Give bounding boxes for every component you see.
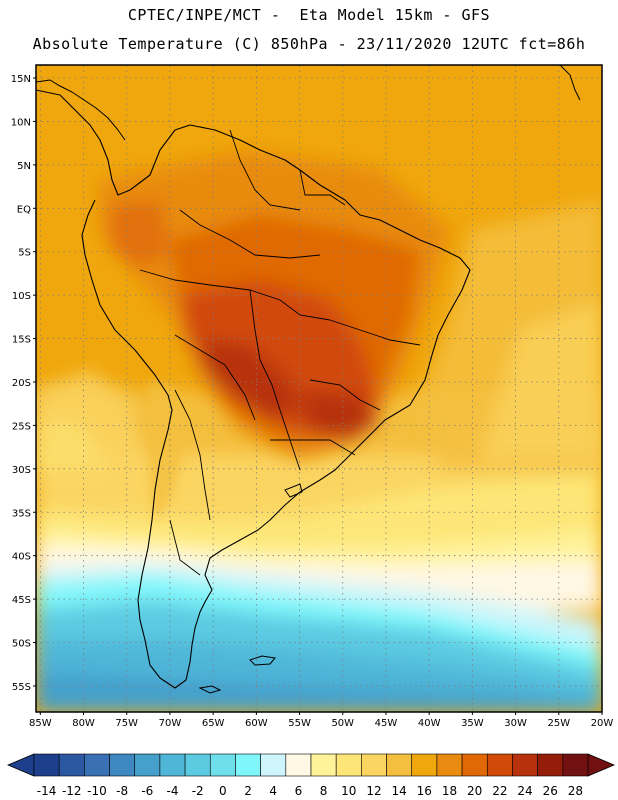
longitude-label: 55W: [288, 718, 311, 729]
colorbar-swatch: [386, 753, 413, 777]
latitude-label: 10N: [11, 117, 31, 128]
colorbar-swatch: [84, 753, 110, 777]
latitude-label: 50S: [12, 639, 31, 650]
latitude-labels: 15N 10N 5N EQ 5S 10S 15S 20S 25S 30S 35S 40S 45S 50S 5…: [11, 74, 36, 693]
longitude-label: 35W: [461, 718, 484, 729]
title-line-1: CPTEC/INPE/MCT - Eta Model 15km - GFS: [127, 6, 491, 24]
longitude-label: 40W: [418, 718, 441, 729]
latitude-label: 5S: [18, 248, 31, 259]
longitude-label: 25W: [547, 718, 570, 729]
longitude-label: 80W: [72, 718, 95, 729]
colorbar-label: 16: [417, 784, 432, 798]
colorbar-swatch: [159, 753, 186, 777]
colorbar-swatch: [486, 753, 513, 777]
colorbar-swatch: [461, 753, 488, 777]
colorbar-swatch: [361, 753, 387, 777]
latitude-label: EQ: [17, 204, 31, 215]
colorbar-label: 8: [320, 784, 328, 798]
longitude-label: 20W: [591, 718, 614, 729]
colorbar-label: -2: [192, 784, 204, 798]
colorbar-max-arrow: [587, 753, 616, 777]
colorbar-label: 0: [219, 784, 227, 798]
latitude-label: 15S: [12, 335, 31, 346]
colorbar-swatch: [411, 753, 438, 777]
latitude-label: 55S: [12, 682, 31, 693]
colorbar-swatch: [58, 753, 85, 777]
colorbar-swatch: [537, 753, 564, 777]
longitude-labels: 85W 80W 75W 70W 65W 60W 55W 50W 45W 40W 35W 30W 25W 2…: [29, 712, 613, 729]
colorbar-swatch: [209, 753, 236, 777]
longitude-label: 75W: [115, 718, 138, 729]
colorbar-label: -12: [62, 784, 82, 798]
colorbar-label: -4: [167, 784, 179, 798]
title-line-2: Absolute Temperature (C) 850hPa - 23/11/…: [32, 35, 586, 53]
latitude-label: 40S: [12, 552, 31, 563]
colorbar-swatch: [235, 753, 261, 777]
colorbar-swatch: [109, 753, 136, 777]
longitude-label: 85W: [29, 718, 52, 729]
longitude-label: 30W: [504, 718, 527, 729]
colorbar-label: 28: [568, 784, 583, 798]
colorbar-label: 12: [366, 784, 381, 798]
colorbar-label: 10: [341, 784, 356, 798]
continent-outline: [36, 89, 471, 689]
colorbar-label: 20: [467, 784, 482, 798]
map-frame: [35, 64, 603, 713]
longitude-label: 60W: [245, 718, 268, 729]
colorbar-swatch: [184, 753, 211, 777]
colorbar-swatch: [562, 753, 589, 777]
latitude-label: 35S: [12, 508, 31, 519]
colorbar-label: 14: [391, 784, 406, 798]
colorbar-label: 22: [492, 784, 507, 798]
longitude-label: 65W: [202, 718, 225, 729]
colorbar-swatch: [134, 753, 161, 777]
colorbar-swatch: [33, 753, 60, 777]
colorbar-swatch: [260, 753, 287, 777]
colorbar-min-arrow: [6, 753, 35, 777]
colorbar-swatch: [335, 753, 362, 777]
latitude-label: 15N: [11, 74, 31, 85]
latitude-label: 10S: [12, 291, 31, 302]
colorbar-label: -10: [87, 784, 107, 798]
latitude-label: 30S: [12, 465, 31, 476]
colorbar-swatch: [310, 753, 337, 777]
temperature-field: [36, 65, 602, 712]
colorbar-label: 6: [295, 784, 303, 798]
colorbar-label: 26: [543, 784, 558, 798]
colorbar-label: 2: [244, 784, 252, 798]
latitude-label: 45S: [12, 595, 31, 606]
latitude-label: 25S: [12, 421, 31, 432]
colorbar-label: 4: [269, 784, 277, 798]
country-borders: [139, 129, 421, 576]
longitude-label: 45W: [375, 718, 398, 729]
graticule: [36, 65, 602, 712]
longitude-label: 70W: [159, 718, 182, 729]
latitude-label: 20S: [12, 378, 31, 389]
colorbar-swatch: [512, 753, 538, 777]
colorbar-label: -14: [37, 784, 57, 798]
colorbar-label: -8: [116, 784, 128, 798]
longitude-label: 50W: [331, 718, 354, 729]
colorbar-label: 18: [442, 784, 457, 798]
colorbar-swatch: [436, 753, 463, 777]
colorbar-label: 24: [517, 784, 532, 798]
colorbar-label: -6: [141, 784, 153, 798]
latitude-label: 5N: [17, 161, 31, 172]
colorbar-swatch: [285, 753, 312, 777]
